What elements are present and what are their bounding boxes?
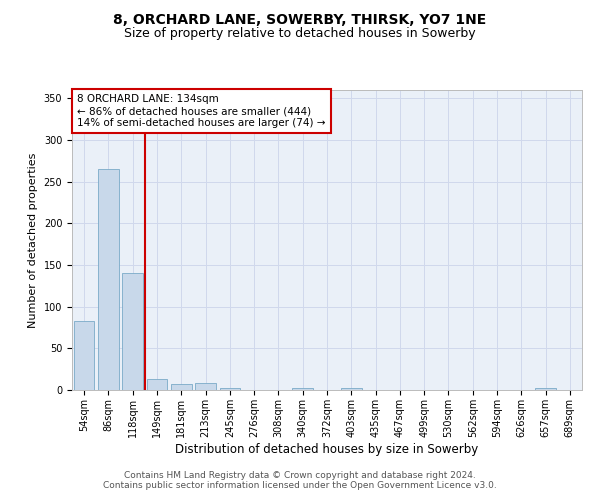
Bar <box>195 382 216 390</box>
Bar <box>98 169 119 390</box>
Bar <box>74 321 94 390</box>
Bar <box>535 388 556 390</box>
Text: 8 ORCHARD LANE: 134sqm
← 86% of detached houses are smaller (444)
14% of semi-de: 8 ORCHARD LANE: 134sqm ← 86% of detached… <box>77 94 326 128</box>
X-axis label: Distribution of detached houses by size in Sowerby: Distribution of detached houses by size … <box>175 442 479 456</box>
Text: Contains HM Land Registry data © Crown copyright and database right 2024.
Contai: Contains HM Land Registry data © Crown c… <box>103 470 497 490</box>
Bar <box>341 388 362 390</box>
Bar <box>146 379 167 390</box>
Text: 8, ORCHARD LANE, SOWERBY, THIRSK, YO7 1NE: 8, ORCHARD LANE, SOWERBY, THIRSK, YO7 1N… <box>113 12 487 26</box>
Bar <box>220 388 240 390</box>
Bar <box>171 384 191 390</box>
Bar <box>122 272 143 390</box>
Text: Size of property relative to detached houses in Sowerby: Size of property relative to detached ho… <box>124 28 476 40</box>
Bar <box>292 388 313 390</box>
Y-axis label: Number of detached properties: Number of detached properties <box>28 152 38 328</box>
